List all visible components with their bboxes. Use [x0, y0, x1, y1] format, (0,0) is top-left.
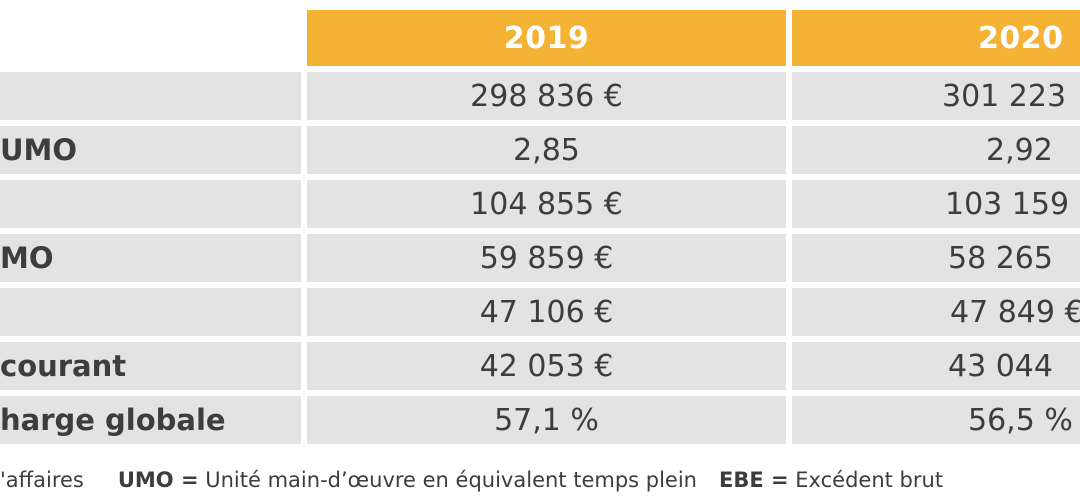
cell-2019: 42 053 €: [307, 342, 786, 390]
legend-key: EBE =: [719, 468, 789, 492]
cell-2019: 298 836 €: [307, 72, 786, 120]
legend-item-affaires: 'affaires: [0, 468, 84, 492]
cell-2019: 57,1 %: [307, 396, 786, 444]
cell-2020: 103 159: [792, 180, 1080, 228]
cell-2019: 47 106 €: [307, 288, 786, 336]
row-label: harge globale: [0, 396, 301, 444]
cell-2020: 43 044: [792, 342, 1080, 390]
cell-2020: 47 849 €: [792, 288, 1080, 336]
legend-item-ebe: EBE = Excédent brut: [719, 468, 943, 492]
legend-text: Excédent brut: [788, 468, 944, 492]
column-header-2020: 2020: [792, 10, 1080, 66]
row-label: [0, 180, 301, 228]
cell-2020: 56,5 %: [792, 396, 1080, 444]
cell-2019: 104 855 €: [307, 180, 786, 228]
legend-item-umo: UMO = Unité main-d’œuvre en équivalent t…: [118, 468, 697, 492]
legend-text: Unité main-d’œuvre en équivalent temps p…: [198, 468, 697, 492]
cell-2020: 2,92: [792, 126, 1080, 174]
column-header-2019: 2019: [307, 10, 786, 66]
cell-2020: 58 265: [792, 234, 1080, 282]
row-label: UMO: [0, 126, 301, 174]
row-label: MO: [0, 234, 301, 282]
row-label: [0, 72, 301, 120]
cell-2020: 301 223: [792, 72, 1080, 120]
legend-key: UMO =: [117, 468, 199, 492]
legend-text: 'affaires: [0, 468, 84, 492]
row-label: [0, 288, 301, 336]
legend: 'affaires UMO = Unité main-d’œuvre en éq…: [0, 462, 965, 498]
cell-2019: 59 859 €: [307, 234, 786, 282]
cell-2019: 2,85: [307, 126, 786, 174]
row-label: courant: [0, 342, 301, 390]
